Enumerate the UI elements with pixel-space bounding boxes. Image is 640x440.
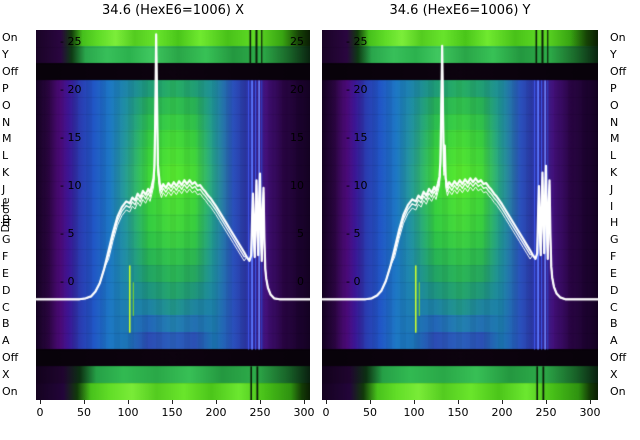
x-tick-label: 150 — [161, 406, 183, 419]
inner-left-tick-label: - 25 — [346, 35, 368, 48]
inner-left-tick-label: - 5 — [346, 227, 361, 240]
inner-right-tick-label: 5 — [297, 227, 304, 240]
row-label-right: G — [610, 233, 619, 247]
inner-left-tick-label: - 10 — [60, 179, 82, 192]
row-label-left: M — [2, 132, 12, 146]
x-tick-label: 100 — [117, 406, 139, 419]
x-tick-label: 300 — [293, 406, 315, 419]
heatmap-panel-y — [322, 30, 598, 400]
row-label-left: I — [2, 199, 6, 213]
inner-right-tick-label: 25 — [290, 35, 304, 48]
row-label-right: O — [610, 98, 619, 112]
row-label-right: Off — [610, 351, 627, 364]
row-label-left: N — [2, 115, 11, 129]
row-label-left: A — [2, 334, 10, 348]
row-label-right: F — [610, 250, 617, 263]
row-label-left: K — [2, 166, 10, 179]
x-tick-label: 200 — [205, 406, 227, 419]
row-label-left: H — [2, 216, 11, 230]
x-tick-mark — [304, 400, 305, 404]
inner-left-tick-label: - 10 — [346, 179, 368, 192]
row-label-left: Off — [2, 351, 19, 364]
row-label-left: G — [2, 233, 11, 247]
row-label-left: J — [2, 182, 6, 196]
inner-left-tick-label: - 0 — [60, 275, 75, 288]
x-tick-label: 250 — [535, 406, 557, 419]
inner-left-tick-label: - 0 — [346, 275, 361, 288]
x-tick-mark — [216, 400, 217, 404]
row-label-right: A — [610, 334, 618, 348]
row-label-left: B — [2, 317, 10, 331]
x-tick-mark — [84, 400, 85, 404]
inner-left-tick-label: - 25 — [60, 35, 82, 48]
inner-right-tick-label: 0 — [297, 275, 304, 288]
row-label-left: Off — [2, 65, 19, 78]
x-tick-label: 100 — [403, 406, 425, 419]
row-label-left: On — [2, 31, 18, 45]
x-tick-mark — [502, 400, 503, 404]
inner-left-tick-label: - 15 — [60, 131, 82, 144]
inner-right-tick-label: 15 — [290, 131, 304, 144]
row-label-left: F — [2, 250, 9, 263]
x-tick-label: 0 — [36, 406, 44, 419]
x-tick-label: 300 — [579, 406, 601, 419]
x-tick-mark — [128, 400, 129, 404]
x-tick-mark — [414, 400, 415, 404]
row-label-right: M — [610, 132, 620, 146]
row-label-left: C — [2, 300, 10, 314]
row-label-right: On — [610, 31, 626, 45]
x-tick-mark — [172, 400, 173, 404]
row-label-right: D — [610, 283, 619, 297]
row-label-right: L — [610, 149, 617, 163]
x-tick-label: 250 — [249, 406, 271, 419]
row-label-right: C — [610, 300, 618, 314]
row-label-left: O — [2, 98, 11, 112]
x-tick-mark — [458, 400, 459, 404]
row-label-right: K — [610, 166, 618, 179]
row-label-right: X — [610, 367, 618, 381]
row-label-right: Off — [610, 65, 627, 78]
row-label-right: E — [610, 266, 617, 280]
x-tick-mark — [370, 400, 371, 404]
x-tick-label: 200 — [491, 406, 513, 419]
inner-left-tick-label: - 20 — [60, 83, 82, 96]
x-tick-mark — [546, 400, 547, 404]
row-label-right: Y — [610, 48, 617, 62]
row-label-left: Y — [2, 48, 9, 62]
x-tick-mark — [590, 400, 591, 404]
row-label-right: B — [610, 317, 618, 331]
row-label-left: X — [2, 367, 10, 381]
row-label-left: E — [2, 266, 9, 280]
inner-right-tick-label: 20 — [290, 83, 304, 96]
x-tick-label: 150 — [447, 406, 469, 419]
panel-y-title: 34.6 (HexE6=1006) Y — [389, 3, 531, 18]
inner-right-tick-label: 10 — [290, 179, 304, 192]
row-label-left: On — [2, 384, 18, 398]
x-tick-mark — [260, 400, 261, 404]
inner-left-tick-label: - 20 — [346, 83, 368, 96]
row-label-right: On — [610, 384, 626, 398]
inner-left-tick-label: - 5 — [60, 227, 75, 240]
row-label-right: N — [610, 115, 619, 129]
row-label-left: D — [2, 283, 11, 297]
row-label-left: P — [2, 81, 9, 95]
x-tick-mark — [326, 400, 327, 404]
x-tick-label: 50 — [363, 406, 377, 419]
row-label-left: L — [2, 149, 9, 163]
row-label-right: H — [610, 216, 619, 230]
row-label-right: J — [610, 182, 614, 196]
heatmap-panel-x — [36, 30, 310, 400]
x-tick-label: 0 — [322, 406, 330, 419]
inner-left-tick-label: - 15 — [346, 131, 368, 144]
panel-x-title: 34.6 (HexE6=1006) X — [102, 3, 244, 18]
x-tick-label: 50 — [77, 406, 91, 419]
row-label-right: P — [610, 81, 617, 95]
x-tick-mark — [40, 400, 41, 404]
row-label-right: I — [610, 199, 614, 213]
